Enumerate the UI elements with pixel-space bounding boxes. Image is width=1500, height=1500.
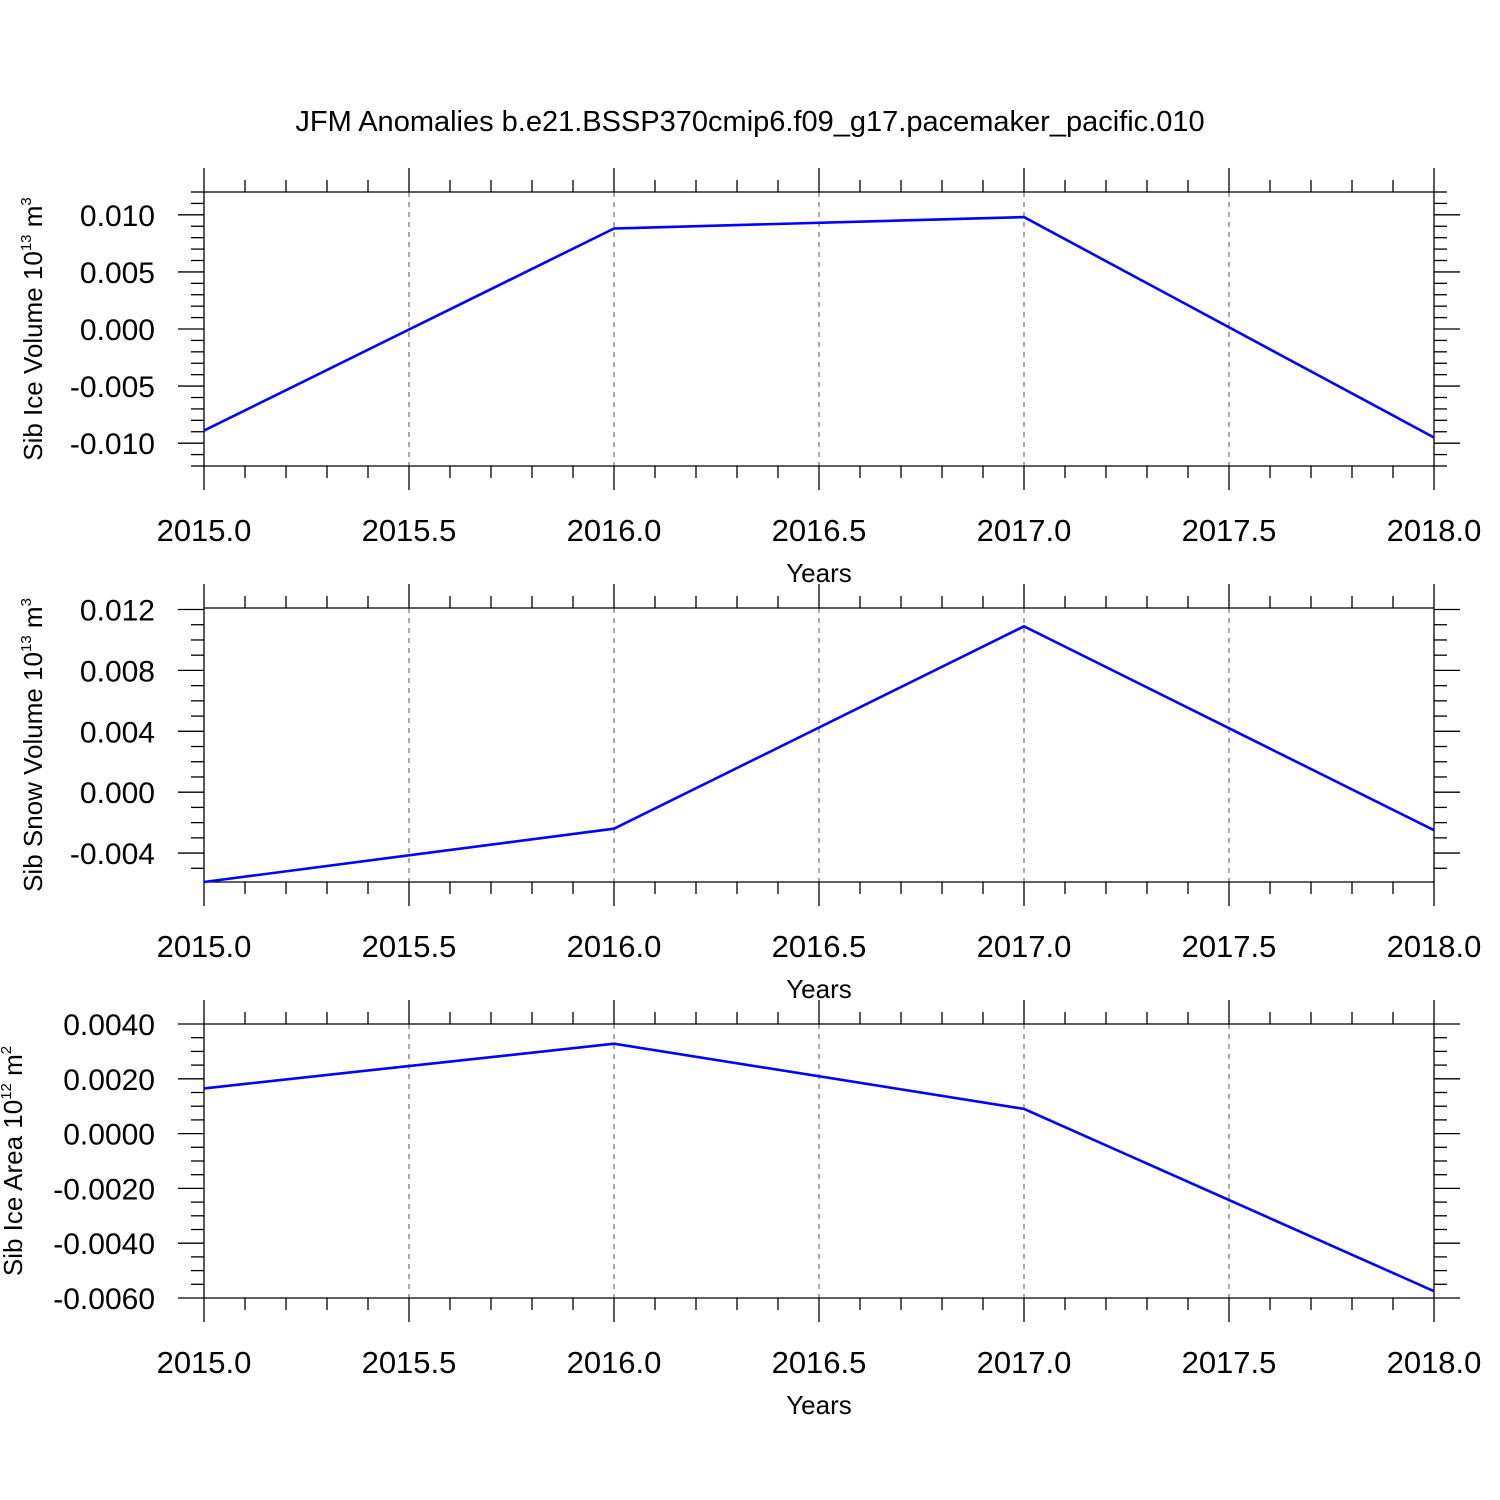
y-tick-label: -0.005 (70, 371, 155, 404)
series-line (203, 215, 1435, 439)
y-tick-label: 0.000 (80, 777, 155, 810)
x-axis-label: Years (786, 974, 852, 1004)
figure-title: JFM Anomalies b.e21.BSSP370cmip6.f09_g17… (295, 106, 1204, 138)
x-tick-label: 2017.0 (977, 929, 1072, 964)
x-tick-label: 2016.0 (567, 513, 662, 548)
chart-panel-1: 2015.0 2015.5 2016.0 2016.5 2017.0 2017.5 2018… (18, 168, 1481, 588)
y-tick-label: 0.008 (80, 655, 155, 688)
x-tick-label: 2017.5 (1182, 513, 1277, 548)
x-tick-label: 2015.0 (157, 513, 252, 548)
y-tick-label: -0.0040 (53, 1228, 155, 1261)
x-tick-label: 2015.5 (362, 1345, 457, 1380)
y-axis-label: Sib Snow Volume 1013 m3 (18, 598, 48, 892)
chart-panel-2: 2015.0 2015.5 2016.0 2016.5 2017.0 2017.5 2018… (18, 584, 1481, 1004)
x-tick-label: 2015.0 (157, 1345, 252, 1380)
x-tick-label: 2015.5 (362, 513, 457, 548)
x-tick-label: 2016.5 (772, 513, 867, 548)
x-tick-label: 2016.5 (772, 929, 867, 964)
x-tick-label: 2016.0 (567, 929, 662, 964)
chart-panel-3: 2015.0 2015.5 2016.0 2016.5 2017.0 2017.5 2018… (0, 1000, 1481, 1420)
y-tick-label: 0.0000 (63, 1119, 155, 1152)
x-tick-label: 2018.0 (1387, 929, 1482, 964)
x-tick-label: 2016.5 (772, 1345, 867, 1380)
y-tick-label: -0.004 (70, 838, 155, 871)
y-axis-label: Sib Ice Volume 1013 m3 (18, 197, 48, 461)
x-axis-label: Years (786, 1390, 852, 1420)
y-tick-label: 0.000 (80, 314, 155, 347)
series-line (203, 1042, 1435, 1293)
y-tick-label: 0.0040 (63, 1009, 155, 1042)
y-tick-label: 0.010 (80, 200, 155, 233)
x-tick-label: 2015.0 (157, 929, 252, 964)
y-tick-label: -0.0060 (53, 1283, 155, 1316)
x-tick-label: 2018.0 (1387, 1345, 1482, 1380)
x-axis-label: Years (786, 558, 852, 588)
x-tick-label: 2015.5 (362, 929, 457, 964)
y-tick-label: 0.0020 (63, 1064, 155, 1097)
series-line (203, 624, 1435, 884)
x-tick-label: 2016.0 (567, 1345, 662, 1380)
x-tick-label: 2018.0 (1387, 513, 1482, 548)
x-tick-label: 2017.5 (1182, 929, 1277, 964)
x-tick-label: 2017.0 (977, 1345, 1072, 1380)
x-tick-label: 2017.0 (977, 513, 1072, 548)
x-tick-label: 2017.5 (1182, 1345, 1277, 1380)
y-tick-label: 0.012 (80, 595, 155, 628)
y-tick-label: 0.004 (80, 716, 155, 749)
y-tick-label: -0.0020 (53, 1173, 155, 1206)
y-tick-label: -0.010 (70, 428, 155, 461)
y-tick-label: 0.005 (80, 257, 155, 290)
y-axis-label: Sib Ice Area 1012 m2 (0, 1046, 28, 1276)
